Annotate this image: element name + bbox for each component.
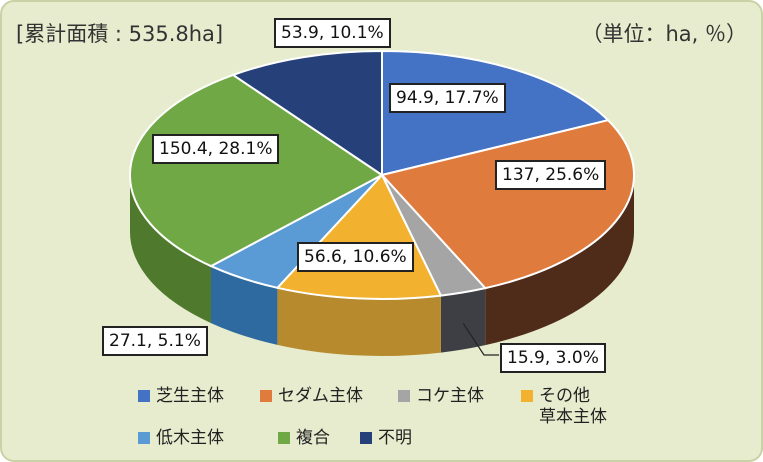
pie-slice bbox=[230, 49, 383, 177]
legend-swatch bbox=[260, 390, 272, 402]
legend-swatch bbox=[138, 390, 150, 402]
legend-item-sonota: その他 草本主体 bbox=[521, 386, 607, 428]
legend-item-shiba: 芝生主体 bbox=[138, 386, 224, 407]
legend-swatch bbox=[278, 432, 290, 444]
pie-slice bbox=[381, 49, 611, 177]
data-label-fukugo: 150.4, 28.1% bbox=[152, 134, 280, 164]
legend-label: コケ主体 bbox=[416, 386, 484, 406]
legend-item-fumei: 不明 bbox=[360, 428, 412, 449]
data-label-fumei: 53.9, 10.1% bbox=[274, 18, 391, 48]
legend-label: その他 草本主体 bbox=[539, 386, 607, 427]
data-label-sedum: 137, 25.6% bbox=[495, 160, 607, 190]
data-label-sonota: 56.6, 10.6% bbox=[297, 242, 414, 272]
data-label-koke: 15.9, 3.0% bbox=[500, 343, 606, 373]
legend-label: 低木主体 bbox=[156, 428, 224, 448]
data-label-teiboku: 27.1, 5.1% bbox=[102, 326, 208, 356]
legend-label: 不明 bbox=[378, 428, 412, 448]
legend-swatch bbox=[138, 432, 150, 444]
legend-label: 芝生主体 bbox=[156, 386, 224, 406]
pie-side bbox=[440, 288, 486, 353]
data-label-shiba: 94.9, 17.7% bbox=[389, 83, 506, 113]
leader-line bbox=[462, 323, 499, 356]
legend-item-fukugo: 複合 bbox=[278, 428, 330, 449]
legend-label: 複合 bbox=[296, 428, 330, 448]
pie-side bbox=[485, 175, 634, 346]
pie-side bbox=[210, 266, 278, 345]
legend-item-sedum: セダム主体 bbox=[260, 386, 363, 407]
legend-item-teiboku: 低木主体 bbox=[138, 428, 224, 449]
pie-slice bbox=[129, 73, 384, 268]
legend-swatch bbox=[360, 432, 372, 444]
legend-swatch bbox=[398, 390, 410, 402]
pie-side bbox=[130, 175, 211, 324]
legend-swatch bbox=[521, 390, 533, 402]
legend-item-koke: コケ主体 bbox=[398, 386, 484, 407]
legend-label: セダム主体 bbox=[278, 386, 363, 406]
total-area-label: [累計面積 : 535.8ha] bbox=[16, 22, 224, 46]
unit-label: （単位：ha, ％） bbox=[581, 22, 747, 46]
pie-side bbox=[277, 287, 441, 356]
